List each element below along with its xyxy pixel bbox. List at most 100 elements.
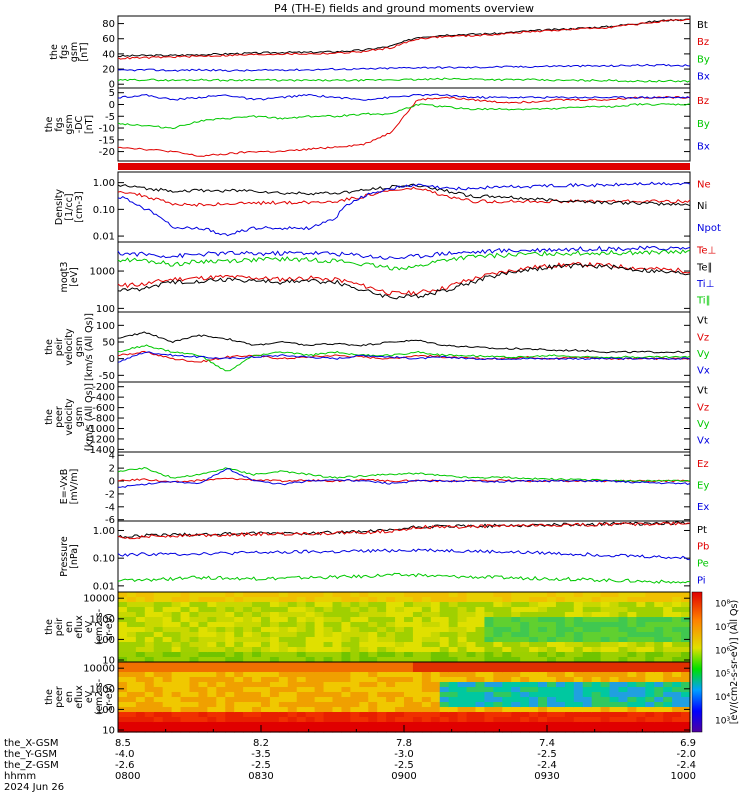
heatmap-cell bbox=[332, 707, 343, 713]
y-axis-label: the bbox=[49, 44, 60, 60]
heatmap-cell bbox=[296, 612, 307, 618]
heatmap-cell bbox=[475, 692, 486, 698]
heatmap-cell bbox=[547, 667, 557, 673]
heatmap-cell bbox=[287, 672, 298, 678]
heatmap-cell bbox=[153, 647, 164, 653]
heatmap-cell bbox=[243, 622, 253, 628]
heatmap-cell bbox=[591, 602, 602, 608]
heatmap-cell bbox=[198, 667, 208, 673]
heatmap-cell bbox=[225, 647, 235, 653]
heatmap-cell bbox=[555, 612, 566, 618]
heatmap-cell bbox=[529, 707, 539, 713]
heatmap-cell bbox=[198, 722, 208, 728]
heatmap-cell bbox=[135, 707, 146, 713]
heatmap-cell bbox=[243, 602, 253, 608]
y-tick-label: 1000 bbox=[90, 684, 115, 695]
heatmap-cell bbox=[359, 637, 369, 643]
heatmap-cell bbox=[547, 612, 557, 618]
heatmap-cell bbox=[261, 717, 271, 723]
heatmap-cell bbox=[502, 617, 512, 623]
heatmap-cell bbox=[475, 647, 486, 653]
heatmap-cell bbox=[547, 657, 557, 663]
heatmap-cell bbox=[663, 657, 673, 663]
heatmap-cell bbox=[681, 692, 691, 698]
heatmap-cell bbox=[529, 702, 539, 708]
heatmap-cell bbox=[591, 597, 602, 603]
heatmap-cell bbox=[207, 662, 217, 668]
heatmap-cell bbox=[296, 672, 307, 678]
y-axis-label: [eV] bbox=[69, 267, 80, 287]
heatmap-cell bbox=[600, 722, 611, 728]
heatmap-cell bbox=[225, 662, 235, 668]
heatmap-cell bbox=[386, 637, 396, 643]
heatmap-cell bbox=[207, 677, 217, 683]
heatmap-cell bbox=[564, 677, 575, 683]
heatmap-cell bbox=[189, 602, 200, 608]
heatmap-cell bbox=[198, 602, 208, 608]
heatmap-cell bbox=[359, 717, 369, 723]
heatmap-cell bbox=[564, 687, 575, 693]
heatmap-cell bbox=[395, 607, 405, 613]
heatmap-cell bbox=[681, 667, 691, 673]
heatmap-cell bbox=[377, 622, 387, 628]
heatmap-cell bbox=[207, 717, 217, 723]
heatmap-cell bbox=[350, 622, 360, 628]
heatmap-cell bbox=[511, 697, 521, 703]
heatmap-cell bbox=[547, 627, 557, 633]
heatmap-cell bbox=[135, 632, 146, 638]
heatmap-cell bbox=[654, 702, 664, 708]
heatmap-cell bbox=[278, 687, 289, 693]
heatmap-cell bbox=[520, 642, 530, 648]
y-axis-label: sr-eV) bbox=[104, 683, 115, 711]
heatmap-cell bbox=[225, 627, 235, 633]
heatmap-cell bbox=[287, 707, 298, 713]
heatmap-cell bbox=[564, 682, 575, 688]
heatmap-cell bbox=[118, 592, 128, 598]
heatmap-cell bbox=[681, 607, 691, 613]
heatmap-cell bbox=[502, 602, 512, 608]
heatmap-cell bbox=[162, 702, 173, 708]
heatmap-cell bbox=[189, 702, 200, 708]
heatmap-cell bbox=[627, 712, 637, 718]
heatmap-cell bbox=[457, 727, 468, 733]
heatmap-cell bbox=[609, 652, 620, 658]
heatmap-cell bbox=[153, 632, 164, 638]
heatmap-cell bbox=[475, 652, 486, 658]
heatmap-cell bbox=[636, 637, 646, 643]
heatmap-cell bbox=[681, 592, 691, 598]
heatmap-cell bbox=[502, 677, 512, 683]
heatmap-cell bbox=[573, 607, 584, 613]
heatmap-cell bbox=[448, 642, 459, 648]
heatmap-cell bbox=[511, 657, 521, 663]
series-line-exb-Ey bbox=[117, 466, 691, 483]
heatmap-cell bbox=[225, 597, 235, 603]
heatmap-cell bbox=[538, 622, 548, 628]
heatmap-cell bbox=[135, 602, 146, 608]
heatmap-cell bbox=[457, 632, 468, 638]
heatmap-cell bbox=[153, 717, 164, 723]
heatmap-cell bbox=[198, 682, 208, 688]
y-tick-label: 0.01 bbox=[93, 232, 115, 243]
heatmap-cell bbox=[225, 697, 235, 703]
heatmap-cell bbox=[350, 682, 360, 688]
heatmap-cell bbox=[153, 667, 164, 673]
heatmap-cell bbox=[207, 672, 217, 678]
heatmap-cell bbox=[377, 727, 387, 733]
heatmap-cell bbox=[296, 607, 307, 613]
heatmap-cell bbox=[573, 712, 584, 718]
heatmap-cell bbox=[520, 667, 530, 673]
heatmap-cell bbox=[243, 652, 253, 658]
heatmap-cell bbox=[207, 687, 217, 693]
heatmap-cell bbox=[180, 662, 191, 668]
heatmap-cell bbox=[564, 612, 575, 618]
heatmap-cell bbox=[323, 727, 334, 733]
heatmap-cell bbox=[386, 677, 396, 683]
heatmap-cell bbox=[216, 637, 226, 643]
heatmap-cell bbox=[395, 627, 405, 633]
heatmap-cell bbox=[359, 597, 369, 603]
heatmap-cell bbox=[162, 637, 173, 643]
heatmap-cell bbox=[636, 607, 646, 613]
heatmap-cell bbox=[207, 652, 217, 658]
heatmap-cell bbox=[332, 607, 343, 613]
